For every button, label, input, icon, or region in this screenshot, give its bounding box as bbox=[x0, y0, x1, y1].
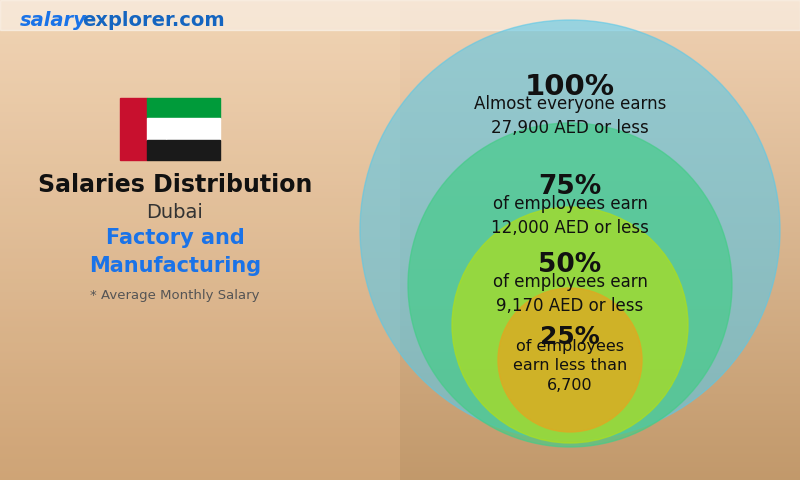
Text: 50%: 50% bbox=[538, 252, 602, 278]
Text: Salaries Distribution: Salaries Distribution bbox=[38, 173, 312, 197]
Text: Dubai: Dubai bbox=[146, 203, 203, 221]
Circle shape bbox=[498, 288, 642, 432]
Text: of employees earn
9,170 AED or less: of employees earn 9,170 AED or less bbox=[493, 273, 647, 315]
Text: 25%: 25% bbox=[540, 325, 600, 349]
Polygon shape bbox=[151, 119, 167, 139]
Text: 100%: 100% bbox=[525, 73, 615, 101]
Text: of employees
earn less than
6,700: of employees earn less than 6,700 bbox=[513, 339, 627, 393]
Circle shape bbox=[452, 207, 688, 443]
Text: Factory and
Manufacturing: Factory and Manufacturing bbox=[89, 228, 261, 276]
Bar bbox=[120, 98, 147, 160]
Bar bbox=[0, 0, 800, 30]
Text: * Average Monthly Salary: * Average Monthly Salary bbox=[90, 288, 260, 301]
Circle shape bbox=[360, 20, 780, 440]
Text: of employees earn
12,000 AED or less: of employees earn 12,000 AED or less bbox=[491, 195, 649, 237]
Text: salary: salary bbox=[20, 11, 87, 29]
Text: explorer.com: explorer.com bbox=[82, 11, 225, 29]
Bar bbox=[147, 119, 220, 140]
Bar bbox=[147, 98, 220, 119]
Circle shape bbox=[408, 123, 732, 447]
Text: Almost everyone earns
27,900 AED or less: Almost everyone earns 27,900 AED or less bbox=[474, 95, 666, 137]
Text: 75%: 75% bbox=[538, 174, 602, 200]
Bar bbox=[147, 140, 220, 160]
